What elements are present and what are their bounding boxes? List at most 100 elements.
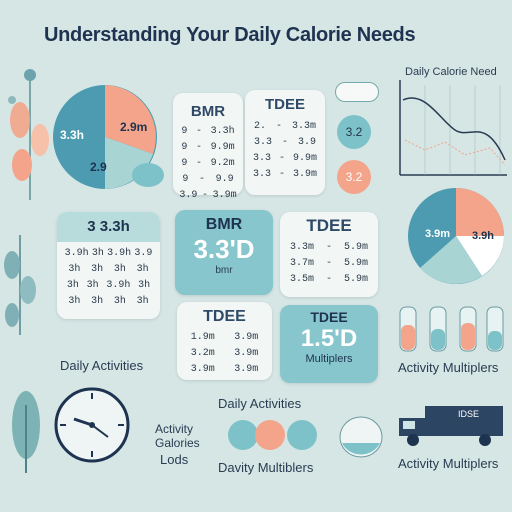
- grid-cell: 3.9h: [106, 280, 131, 291]
- tdee-top-cell: -: [275, 121, 282, 132]
- grid-row: 3h 3h 3h 3h: [59, 294, 158, 310]
- tdee-low-row: 3.2m 3.9m: [177, 346, 272, 362]
- tdee-low-cell: 3.9m: [190, 364, 215, 375]
- tdee-mid-row: 3.7m -5.9m: [280, 256, 378, 272]
- bmr-top-cell: 3.9m: [212, 190, 237, 201]
- test-tubes-icon: [399, 306, 504, 352]
- circle-teal-1: [228, 420, 258, 450]
- bmr-top-cell: 9: [181, 126, 188, 137]
- line-chart: [399, 80, 507, 176]
- tdee-top-cell: 3.3: [252, 153, 271, 164]
- tdee-low-title: TDEE: [203, 308, 246, 325]
- bmr-top-cell: -: [195, 126, 202, 137]
- grid-cell: 3h: [66, 280, 79, 291]
- multipliers-value: 1.5'D: [300, 325, 358, 352]
- grid-cell: 3h: [91, 296, 104, 307]
- bmr-card-top-title: BMR: [190, 103, 226, 120]
- bubble-top: 3.2: [337, 115, 371, 149]
- truck-label: IDSE: [458, 409, 480, 419]
- bmr-big-title: BMR: [205, 216, 243, 233]
- tdee-card-top-title: TDEE: [264, 96, 305, 113]
- page-title: Understanding Your Daily Calorie Needs: [44, 24, 416, 46]
- daily-activities-center-label: Daily Activities: [218, 396, 302, 411]
- grid-cell: 3.9: [134, 248, 153, 259]
- grid-cell: 3h: [68, 296, 81, 307]
- bmr-top-cell: 9.2m: [210, 158, 235, 169]
- tdee-mid-card: TDEE 3.3m -5.9m 3.7m -5.9m 3.5m -5.9m: [280, 212, 378, 297]
- tdee-low-row: 3.9m 3.9m: [177, 362, 272, 378]
- grid-row: 3h 3h 3.9h 3h: [59, 278, 158, 294]
- circle-teal-2: [287, 420, 317, 450]
- tdee-top-cell: 2.: [253, 121, 266, 132]
- ods-label: Lods: [160, 452, 189, 467]
- bmr-top-cell: -: [198, 174, 205, 185]
- tdee-top-cell: -: [278, 153, 285, 164]
- bmr-top-cell: 3.3h: [210, 126, 235, 137]
- circle-peach: [255, 420, 285, 450]
- bmr-top-cell: 9: [182, 174, 189, 185]
- bmr-top-cell: -: [195, 158, 202, 169]
- tdee-top-cell: 3.3: [252, 169, 271, 180]
- activity-multipliers-bottom-label: Activity Multiplers: [398, 456, 499, 471]
- bmr-top-row: 3.9-3.9m: [173, 188, 243, 204]
- tdee-mid-cell: 3.7m: [289, 258, 314, 269]
- tdee-top-row: 3.3-9.9m: [245, 151, 325, 167]
- jar-icon: [339, 416, 383, 458]
- leaf-decoration-icon: [4, 235, 36, 335]
- chart-label: Daily Calorie Need: [405, 66, 497, 78]
- plant-decoration-icon: [8, 69, 49, 200]
- bmr-top-row: 9-9.9m: [173, 140, 243, 156]
- grid-cell: 3.9h: [107, 248, 132, 259]
- tdee-top-cell: -: [278, 169, 285, 180]
- bmr-top-row: 9-3.3h: [173, 124, 243, 140]
- bmr-top-cell: -: [195, 142, 202, 153]
- grid-cell: 3h: [91, 264, 104, 275]
- tdee-top-cell: 9.9m: [292, 153, 317, 164]
- grid-cell: 3.9h: [64, 248, 89, 259]
- bmr-big-sub: bmr: [215, 265, 233, 276]
- tdee-low-row: 1.9m 3.9m: [177, 330, 272, 346]
- tdee-top-row: 3.3-3.9: [245, 135, 325, 151]
- pie-left-label-b: 2.9m: [120, 120, 148, 134]
- tdee-top-cell: 3.3m: [291, 121, 316, 132]
- tdee-mid-cell: -: [325, 258, 332, 269]
- grid-row: 3.9h 3h 3.9h 3.9: [59, 246, 158, 262]
- bmr-top-cell: -: [201, 190, 208, 201]
- bmr-big-card: BMR 3.3'D bmr: [175, 210, 273, 295]
- bmr-top-cell: 9: [181, 158, 188, 169]
- cloud-icon: [335, 82, 379, 102]
- grid-cell: 3h: [136, 264, 149, 275]
- tdee-top-cell: 3.9: [297, 137, 316, 148]
- clock-icon: [54, 387, 130, 463]
- tdee-top-cell: 3.3: [253, 137, 272, 148]
- pie-chart-left: [53, 85, 164, 189]
- tdee-low-card: TDEE 1.9m 3.9m 3.2m 3.9m 3.9m 3.9m: [177, 302, 272, 380]
- tdee-top-cell: 3.9m: [292, 169, 317, 180]
- pie-left-label-c: 2.9: [90, 160, 107, 174]
- tdee-top-cell: -: [281, 137, 288, 148]
- tdee-mid-cell: 3.5m: [289, 274, 314, 285]
- tdee-mid-row: 3.5m -5.9m: [280, 272, 378, 288]
- tdee-mid-cell: 3.3m: [289, 242, 314, 253]
- bmr-card-top: BMR 9-3.3h 9-9.9m 9-9.2m 9-9.9 3.9-3.9m: [173, 93, 243, 201]
- tdee-mid-cell: 5.9m: [343, 274, 368, 285]
- davity-multiblers-label: Davity Multiblers: [218, 460, 314, 475]
- tdee-mid-cell: 5.9m: [343, 258, 368, 269]
- tdee-low-cell: 3.9m: [234, 348, 259, 359]
- activity-calories-label: Activity Galories: [155, 422, 200, 450]
- grid-row: 3h 3h 3h 3h: [59, 262, 158, 278]
- tdee-top-row: 2. -3.3m: [245, 119, 325, 135]
- truck-icon: [399, 406, 503, 446]
- pie-chart-right: [408, 188, 504, 284]
- bmr-big-value: 3.3'D: [193, 234, 255, 264]
- grid-cell: 3h: [138, 280, 151, 291]
- tdee-low-cell: 3.9m: [234, 364, 259, 375]
- grid-cell: 3h: [68, 264, 81, 275]
- bmr-top-cell: 9: [181, 142, 188, 153]
- bmr-top-cell: 3.9: [179, 190, 198, 201]
- bmr-top-row: 9-9.2m: [173, 156, 243, 172]
- grid-card-title: 3 3.3h: [57, 212, 160, 242]
- pie-right-label-a: 3.9m: [425, 228, 451, 240]
- grid-cell: 3h: [113, 264, 126, 275]
- grid-cell: 3h: [136, 296, 149, 307]
